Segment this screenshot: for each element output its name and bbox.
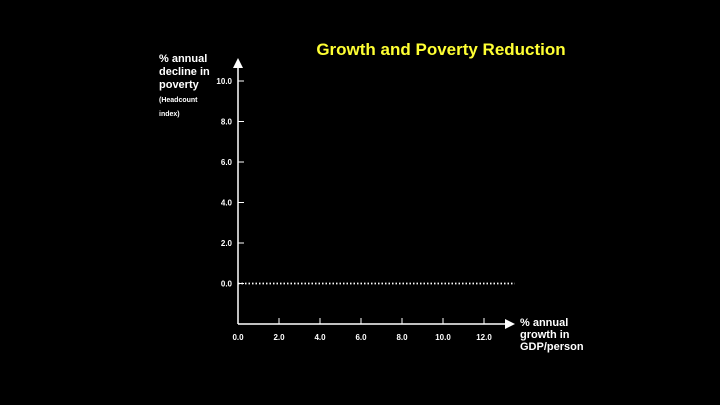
chart-title: Growth and Poverty Reduction	[316, 40, 566, 59]
x-axis-arrow	[505, 319, 515, 329]
x-axis-label: % annual growth in GDP/person	[520, 317, 584, 353]
y-tick-label: 6.0	[221, 158, 233, 167]
x-tick-label: 2.0	[273, 333, 285, 342]
y-axis-arrow	[233, 58, 243, 68]
x-tick-label: 6.0	[355, 333, 367, 342]
y-tick-label: 0.0	[221, 280, 233, 289]
x-tick-label: 0.0	[232, 333, 244, 342]
x-tick-label: 12.0	[476, 333, 492, 342]
axes	[233, 58, 515, 329]
x-tick-label: 8.0	[396, 333, 408, 342]
y-axis-label: % annual decline in poverty (Headcount i…	[159, 53, 229, 122]
y-tick-label: 2.0	[221, 239, 233, 248]
x-tick-label: 10.0	[435, 333, 451, 342]
y-tick-label: 8.0	[221, 118, 233, 127]
y-tick-label: 4.0	[221, 199, 233, 208]
y-tick-label: 10.0	[216, 77, 232, 86]
x-tick-label: 4.0	[314, 333, 326, 342]
y-axis-label-sub: (Headcount index)	[159, 97, 198, 118]
y-axis-label-main: % annual decline in poverty	[159, 53, 210, 91]
ticks: 0.0 2.0 4.0 6.0 8.0 10.0 0.0 2.0 4.0 6.0 8.0 10.0 12…	[216, 77, 492, 342]
